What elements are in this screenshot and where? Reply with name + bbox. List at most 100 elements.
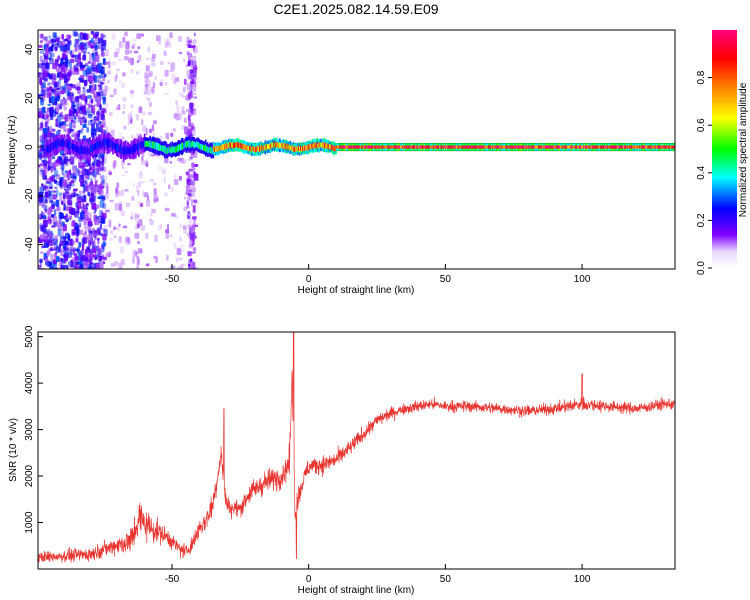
spectrogram-band-core — [200, 143, 202, 150]
spectrogram-cell — [49, 86, 53, 91]
spectrogram-band-core — [581, 145, 583, 149]
spectrogram-cell — [53, 222, 56, 227]
spectrogram-band-core — [626, 145, 629, 149]
spectrogram-band-core — [486, 145, 488, 149]
spectrogram-cell — [62, 179, 67, 187]
spectrogram-cell — [61, 34, 64, 40]
spectrogram-band-core — [208, 147, 211, 153]
spectrogram-band-core — [380, 145, 382, 149]
spectrogram-cell — [56, 220, 60, 228]
spectrogram-cell — [81, 199, 87, 203]
spectrogram-band-core — [296, 146, 298, 152]
spectrogram-band-core — [113, 142, 115, 149]
spectrogram-band-core — [409, 145, 412, 149]
spectrogram-band-core — [653, 145, 656, 149]
spectrogram-band-core — [663, 145, 665, 149]
spectrogram-band-core — [220, 145, 223, 151]
spectrogram-cell — [187, 128, 193, 135]
spectrogram-cell — [54, 98, 57, 102]
spectrogram-cell — [90, 98, 94, 104]
spectrogram-cell — [141, 119, 144, 126]
spectrogram-cell — [74, 133, 79, 141]
spectrogram-band-core — [547, 145, 550, 149]
spectrogram-band-core — [543, 145, 546, 149]
spectrogram-band-core — [288, 144, 291, 151]
spectrogram-band-core — [299, 146, 301, 153]
spectrogram-band-core — [416, 145, 418, 149]
spectrogram-band — [46, 132, 675, 163]
spectrogram-band-core — [239, 142, 242, 148]
spectrogram-cell — [60, 57, 64, 66]
spectrogram-band-core — [553, 145, 555, 149]
spectrogram-band-core — [436, 145, 439, 149]
spectrogram-band-core — [573, 145, 575, 149]
spectrogram-band-core — [657, 145, 660, 149]
spectrogram-cell — [192, 180, 195, 186]
spectrogram-band-core — [98, 141, 101, 148]
spectrogram-cell — [124, 170, 128, 174]
spectrogram-band-core — [667, 145, 669, 149]
spectrogram-y-axis-label: Frequency (Hz) — [7, 116, 18, 185]
spectrogram-cell — [100, 175, 103, 180]
spectrogram-cell — [139, 170, 143, 176]
spectrogram-band-core — [307, 144, 310, 151]
snr-frame — [37, 331, 676, 570]
spectrogram-band-core — [498, 145, 501, 149]
spectrogram-cell — [89, 253, 94, 261]
spectrogram-band-core — [467, 145, 469, 149]
spectrogram-band-core — [364, 145, 367, 149]
spectrogram-cell — [85, 76, 89, 82]
spectrogram-band-core — [637, 145, 639, 149]
spectrogram-cell — [171, 186, 174, 192]
spectrogram-cell — [190, 80, 195, 85]
spectrogram-cell — [48, 57, 52, 61]
spectrogram-band-core — [311, 142, 314, 149]
spectrogram-cell — [47, 207, 52, 215]
spectrogram-cell — [190, 190, 196, 198]
spectrogram-cell — [88, 75, 93, 83]
spectrogram-cell — [48, 184, 54, 188]
spectrogram-band-core — [377, 145, 379, 149]
spectrogram-band-core — [193, 141, 195, 149]
spectrogram-band-core — [284, 143, 287, 150]
spectrogram-band-core — [528, 145, 530, 149]
spectrogram-band-core — [171, 145, 173, 153]
spectrogram-x-axis-label: Height of straight line (km) — [298, 285, 415, 296]
spectrogram-band-core — [405, 145, 408, 149]
spectrogram-band-core — [450, 145, 453, 149]
spectrogram-cell — [189, 173, 195, 178]
spectrogram-cell — [69, 50, 73, 55]
spectrogram-band-core — [368, 145, 371, 149]
spectrogram-band-core — [74, 144, 77, 152]
spectrogram-cell — [193, 92, 197, 95]
spectrogram-cell — [80, 43, 85, 50]
spectrogram-cell — [87, 51, 90, 55]
spectrogram-band-core — [598, 145, 600, 149]
spectrogram-cell — [55, 104, 59, 113]
spectrogram-cell — [191, 55, 197, 64]
spectrogram-cell — [94, 180, 98, 188]
spectrogram-band-core — [596, 145, 598, 149]
spectrogram-band-core — [317, 143, 319, 149]
spectrogram-band-core — [557, 145, 559, 149]
spectrogram-band-core — [64, 140, 66, 147]
spectrogram-band-core — [139, 142, 141, 149]
spectrogram-band-core — [68, 140, 70, 149]
spectrogram-cell — [84, 207, 89, 215]
spectrogram-band-core — [379, 145, 381, 149]
spectrogram-cell — [166, 223, 169, 231]
spectrogram-cell — [49, 82, 54, 86]
spectrogram-cell — [70, 107, 74, 112]
spectrogram-cell — [165, 132, 170, 140]
spectrogram-band-core — [228, 142, 230, 148]
spectrogram-cell — [108, 60, 111, 69]
spectrogram-band-core — [609, 145, 612, 149]
spectrogram-band-core — [129, 148, 131, 155]
spectrogram-cell — [39, 77, 43, 85]
spectrogram-cell — [56, 59, 60, 62]
spectrogram-band-core — [530, 145, 532, 149]
spectrogram-band-core — [77, 145, 80, 153]
spectrogram-band-core — [261, 145, 264, 151]
spectrogram-cell — [110, 129, 115, 137]
spectrogram-cell — [145, 65, 150, 72]
